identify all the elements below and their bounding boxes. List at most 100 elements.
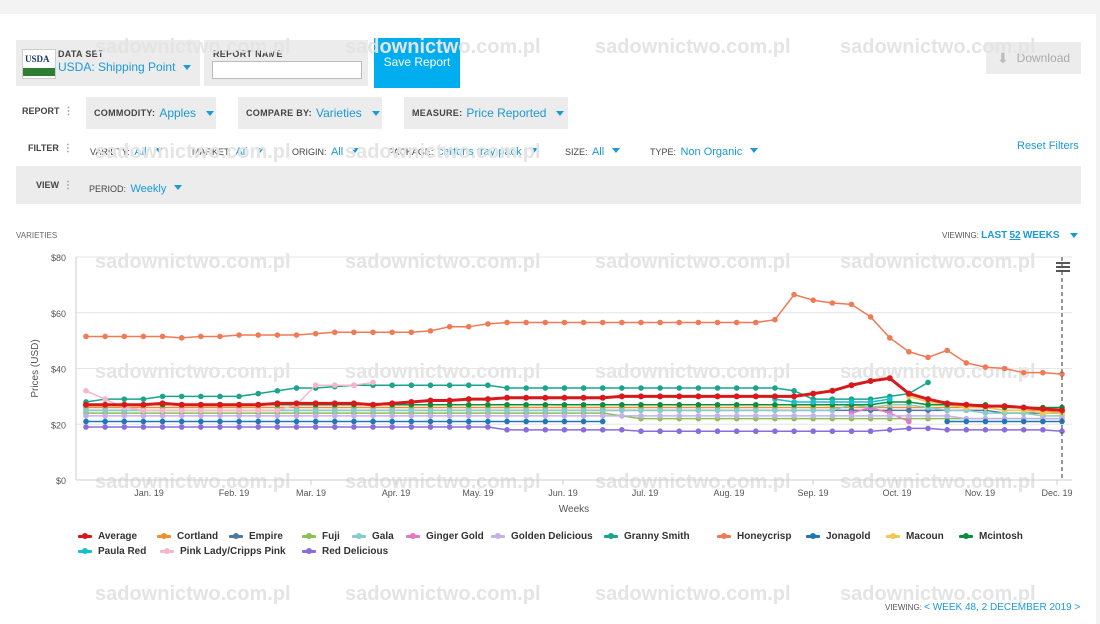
legend-item-granny-smith[interactable]: Granny Smith	[604, 531, 690, 542]
legend-item-gala[interactable]: Gala	[352, 531, 394, 542]
legend-item-empire[interactable]: Empire	[229, 531, 283, 542]
variety-filter[interactable]: VARIETY: All	[90, 142, 163, 160]
data-point	[217, 393, 223, 400]
commodity-dropdown[interactable]: COMMODITY: Apples	[86, 97, 216, 129]
series-granny-smith	[83, 379, 931, 405]
data-point	[121, 413, 128, 419]
data-point	[657, 428, 663, 435]
legend-item-honeycrisp[interactable]: Honeycrisp	[717, 531, 791, 542]
data-point	[982, 403, 989, 410]
data-point	[657, 393, 664, 400]
data-point	[542, 385, 549, 391]
chevron-down-icon	[1069, 233, 1078, 239]
data-point	[427, 413, 434, 419]
save-report-button[interactable]: Save Report	[374, 38, 460, 88]
data-point	[810, 407, 817, 414]
data-point	[274, 332, 281, 338]
legend-label: Jonagold	[826, 531, 871, 542]
series-line	[86, 293, 1063, 375]
series-golden-delicious	[83, 413, 1065, 422]
type-filter[interactable]: TYPE: Non Organic	[650, 142, 759, 160]
data-point	[274, 407, 281, 414]
legend-item-macoun[interactable]: Macoun	[886, 531, 944, 542]
data-point	[657, 413, 663, 419]
data-point	[1040, 418, 1046, 425]
watermark-text: sadownictwo.com.pl	[840, 36, 1036, 58]
data-point	[733, 428, 740, 435]
series-line	[85, 381, 374, 412]
data-point	[159, 393, 166, 400]
data-point	[542, 401, 549, 408]
legend-item-paula-red[interactable]: Paula Red	[78, 546, 146, 557]
dataset-selector[interactable]: USDA DATA SET USDA: Shipping Point	[16, 40, 200, 86]
data-point	[198, 393, 204, 400]
data-point	[638, 401, 644, 408]
chevron-down-icon	[351, 148, 360, 154]
compare-by-dropdown[interactable]: COMPARE BY: Varieties	[238, 97, 382, 129]
data-point	[485, 424, 491, 430]
watermark-text: sadownictwo.com.pl	[345, 36, 541, 58]
legend-item-mcintosh[interactable]: Mcintosh	[959, 531, 1023, 542]
week-navigator[interactable]: < WEEK 48, 2 DECEMBER 2019 >	[924, 602, 1081, 613]
legend-swatch	[959, 533, 973, 539]
legend-item-golden-delicious[interactable]: Golden Delicious	[491, 531, 593, 542]
legend-item-cortland[interactable]: Cortland	[157, 531, 218, 542]
legend-swatch	[717, 533, 731, 539]
legend-label: Honeycrisp	[737, 531, 792, 542]
data-point	[121, 418, 128, 425]
legend-item-ginger-gold[interactable]: Ginger Gold	[406, 531, 484, 542]
package-filter[interactable]: PACKAGE: cartons tray pack	[388, 142, 538, 160]
data-point	[580, 319, 587, 326]
data-point	[1059, 428, 1065, 435]
legend-swatch	[604, 533, 618, 539]
data-point	[331, 413, 338, 419]
legend-label: Granny Smith	[624, 531, 690, 542]
report-name-label: REPORT NAME	[213, 49, 283, 59]
data-point	[676, 385, 683, 391]
series-line	[851, 406, 910, 423]
data-point	[714, 413, 721, 419]
market-filter[interactable]: MARKET: All	[192, 142, 264, 160]
current-week-marker	[1056, 257, 1070, 480]
y-tick-label: $0	[56, 476, 66, 486]
data-point	[695, 407, 702, 414]
data-point	[217, 413, 223, 419]
data-point	[733, 319, 740, 326]
origin-filter[interactable]: ORIGIN: All	[292, 142, 360, 160]
data-point	[140, 401, 147, 408]
legend-item-average[interactable]: Average	[78, 531, 137, 542]
legend-swatch	[806, 533, 820, 539]
data-point	[389, 418, 395, 425]
reset-filters-link[interactable]: Reset Filters	[1017, 140, 1079, 152]
data-point	[465, 382, 472, 389]
legend-item-jonagold[interactable]: Jonagold	[806, 531, 870, 542]
y-tick-label: $80	[51, 253, 66, 263]
data-point	[255, 401, 262, 408]
data-point	[159, 333, 166, 340]
data-point	[274, 400, 281, 407]
series-empire	[83, 407, 1065, 416]
data-point	[523, 394, 530, 401]
report-name-input[interactable]	[212, 61, 362, 79]
data-point	[772, 413, 778, 419]
data-point	[829, 413, 836, 419]
data-point	[465, 401, 472, 408]
legend-item-fuji[interactable]: Fuji	[302, 531, 340, 542]
watermark-text: sadownictwo.com.pl	[95, 251, 291, 273]
viewing-range-dropdown[interactable]: VIEWING: LAST 52 WEEKS	[942, 230, 1078, 241]
period-dropdown[interactable]: PERIOD: Weekly	[89, 179, 183, 197]
download-button[interactable]: ⬇ Download	[986, 42, 1081, 74]
data-point	[83, 418, 89, 425]
data-point	[580, 385, 587, 391]
usda-logo-text: USDA	[25, 54, 50, 64]
data-point	[695, 401, 702, 408]
measure-dropdown[interactable]: MEASURE: Price Reported	[404, 97, 568, 129]
data-point	[714, 385, 721, 391]
data-point	[829, 300, 836, 306]
legend-item-pink-lady-cripps-pink[interactable]: Pink Lady/Cripps Pink	[160, 546, 286, 557]
view-row-label: VIEW ⋮	[36, 180, 74, 191]
size-filter[interactable]: SIZE: All	[565, 142, 621, 160]
legend-item-red-delicious[interactable]: Red Delicious	[302, 546, 388, 557]
kebab-icon: ⋮	[62, 143, 73, 154]
data-point	[676, 413, 683, 419]
